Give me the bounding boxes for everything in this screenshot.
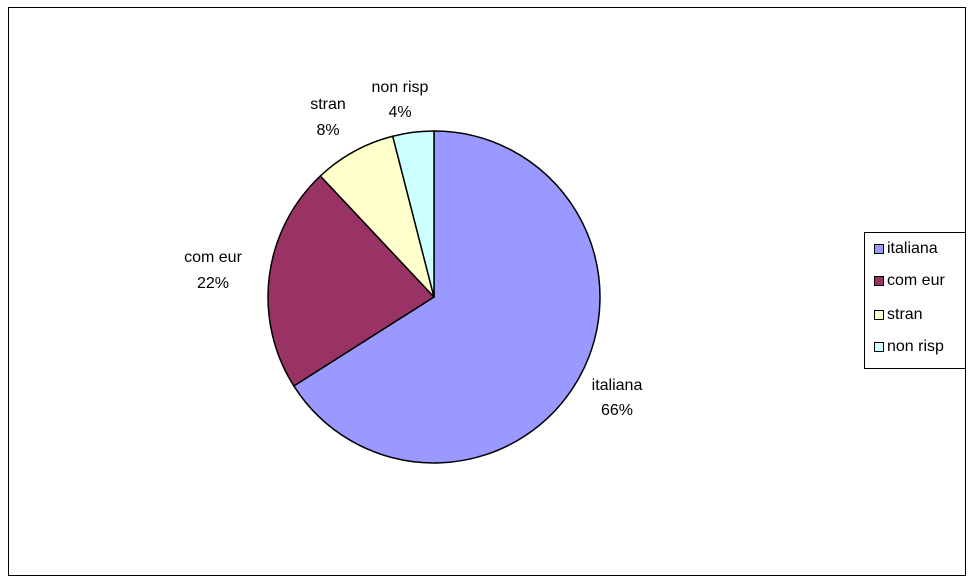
slice-percent-label-non-risp: 4% xyxy=(388,104,411,121)
legend-label-non-risp: non risp xyxy=(887,338,944,355)
legend-item-com-eur: com eur xyxy=(874,271,945,291)
pie-slice-italiana xyxy=(292,130,601,464)
pie-slices xyxy=(267,130,601,464)
slice-name-label-stran: stran xyxy=(310,96,346,113)
slice-percent-label-com-eur: 22% xyxy=(197,275,229,292)
slice-labels: italiana 66% com eur 22% stran 8% non risp 4% xyxy=(184,79,642,419)
slice-percent-label-stran: 8% xyxy=(316,122,339,139)
legend-swatch-stran xyxy=(874,310,884,320)
legend-label-com-eur: com eur xyxy=(887,272,945,289)
pie-slice-non-risp xyxy=(391,130,435,298)
legend: italiana com eur stran non risp xyxy=(864,232,966,369)
pie-slice-com-eur xyxy=(267,174,436,387)
slice-name-label-com-eur: com eur xyxy=(184,249,242,266)
slice-name-label-non-risp: non risp xyxy=(372,79,429,96)
legend-swatch-non-risp xyxy=(874,342,884,352)
slice-name-label-italiana: italiana xyxy=(592,377,643,394)
legend-label-italiana: italiana xyxy=(887,240,938,257)
legend-swatch-com-eur xyxy=(874,276,884,286)
legend-swatch-italiana xyxy=(874,244,884,254)
slice-percent-label-italiana: 66% xyxy=(601,402,633,419)
legend-label-stran: stran xyxy=(887,306,923,323)
legend-item-stran: stran xyxy=(874,305,923,325)
legend-item-non-risp: non risp xyxy=(874,337,944,357)
legend-item-italiana: italiana xyxy=(874,239,938,259)
